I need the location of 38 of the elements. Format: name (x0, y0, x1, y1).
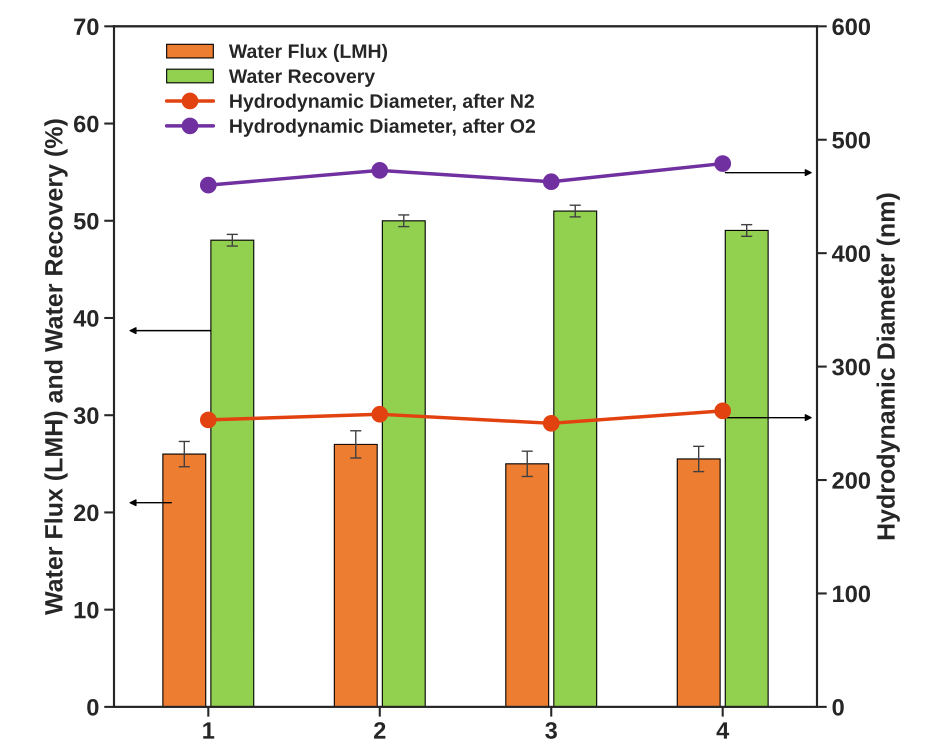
y-tick-label: 40 (74, 310, 98, 327)
y2-axis-title: Hydrodynamic Diameter (nm) (876, 193, 900, 540)
bar (334, 444, 378, 707)
point (714, 155, 732, 172)
y2-tick-label: 200 (832, 472, 870, 489)
y-tick-label: 0 (87, 698, 98, 716)
y-axis-title: Water Flux (LMH) and Water Recovery (%) (44, 119, 68, 615)
point (542, 414, 560, 432)
point (371, 162, 388, 179)
y2-tick-label: 500 (832, 132, 870, 149)
bar (505, 463, 550, 707)
x-tick-label: 4 (716, 722, 730, 739)
bar (553, 210, 598, 707)
legend-label: Water Flux (LMH) (228, 44, 388, 62)
legend-label: Hydrodynamic Diameter, after O2 (230, 118, 535, 137)
y-tick-label: 70 (74, 18, 98, 36)
y2-tick-label: 0 (832, 698, 844, 716)
y-tick-label: 10 (74, 602, 98, 618)
bar (382, 220, 426, 707)
y-tick-label: 20 (74, 504, 98, 522)
y2-tick-label: 400 (832, 245, 870, 262)
y2-tick-label: 600 (832, 18, 870, 36)
point (200, 412, 217, 428)
point (542, 173, 560, 190)
bar (676, 458, 721, 707)
point (200, 176, 217, 194)
point (371, 406, 388, 423)
y2-tick-label: 300 (832, 358, 870, 376)
legend-label: Water Recovery (228, 69, 376, 87)
y-tick-label: 60 (74, 116, 98, 132)
point (714, 402, 732, 420)
legend-label: Hydrodynamic Diameter, after N2 (230, 94, 534, 112)
y-tick-label: 30 (74, 407, 98, 424)
y2-tick-label: 100 (833, 586, 870, 602)
x-tick-label: 2 (374, 722, 386, 739)
x-tick-label: 1 (203, 722, 214, 739)
x-tick-label: 3 (545, 722, 557, 739)
y-tick-label: 50 (74, 212, 98, 230)
